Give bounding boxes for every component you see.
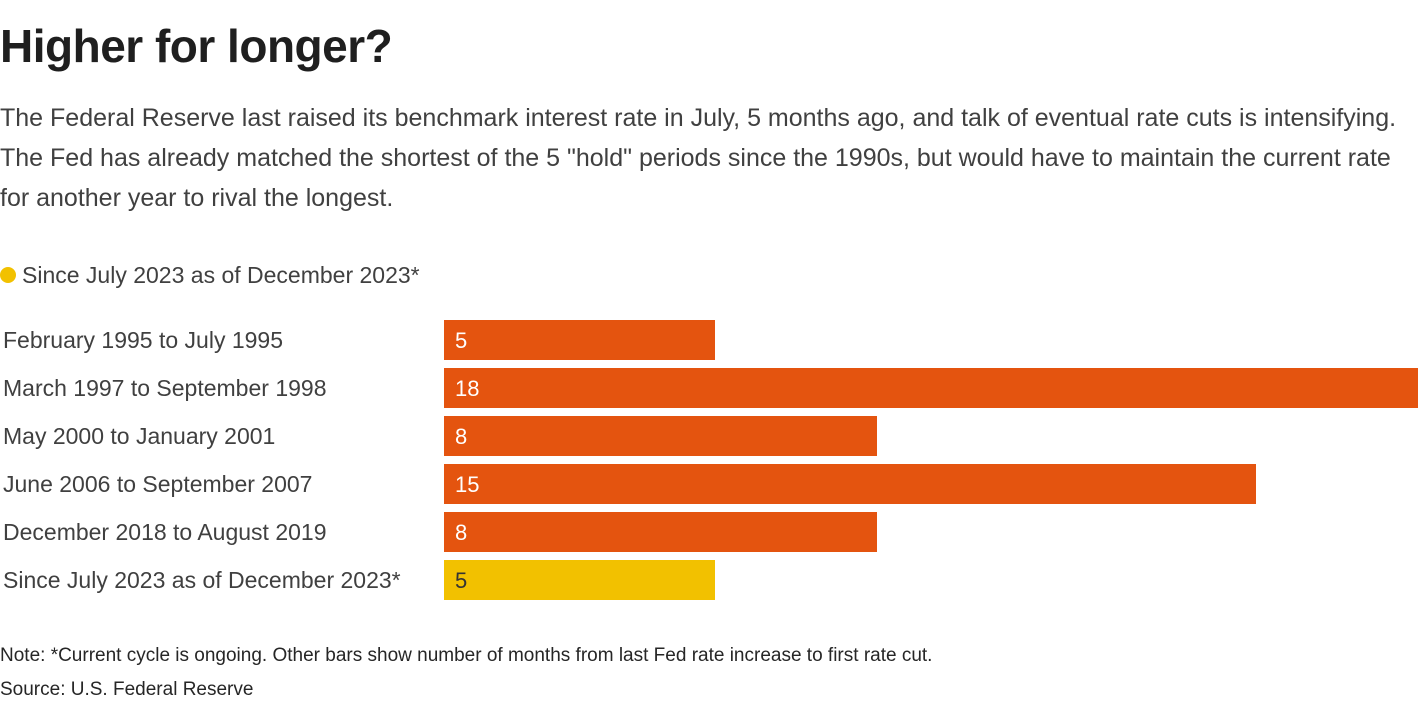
value-label: 5 (455, 328, 467, 353)
chart-subtitle: The Federal Reserve last raised its benc… (0, 104, 1397, 212)
value-label: 8 (455, 424, 467, 449)
legend: Since July 2023 as of December 2023* (0, 258, 420, 292)
value-label: 15 (455, 472, 479, 497)
legend-label: Since July 2023 as of December 2023* (22, 261, 420, 288)
category-label: Since July 2023 as of December 2023* (3, 567, 401, 593)
bar-chart-svg: February 1995 to July 1995 5 March 1997 to… (3, 320, 1418, 600)
category-label: February 1995 to July 1995 (3, 327, 283, 353)
bar (444, 368, 1418, 408)
category-label: June 2006 to September 2007 (3, 471, 312, 497)
bar (444, 416, 877, 456)
bar (444, 320, 715, 360)
chart-title: Higher for longer? (0, 20, 393, 72)
legend-swatch (0, 267, 16, 283)
value-label: 18 (455, 376, 479, 401)
footnote: Note: *Current cycle is ongoing. Other b… (0, 645, 933, 666)
bar-chart: February 1995 to July 1995 5 March 1997 to… (0, 316, 1420, 606)
category-label: May 2000 to January 2001 (3, 423, 275, 449)
bar (444, 464, 1256, 504)
value-label: 8 (455, 520, 467, 545)
bar-current-cycle (444, 560, 715, 600)
value-label: 5 (455, 568, 467, 593)
bar (444, 512, 877, 552)
source-credit: Source: U.S. Federal Reserve (0, 679, 254, 700)
category-label: March 1997 to September 1998 (3, 375, 326, 401)
category-label: December 2018 to August 2019 (3, 519, 327, 545)
